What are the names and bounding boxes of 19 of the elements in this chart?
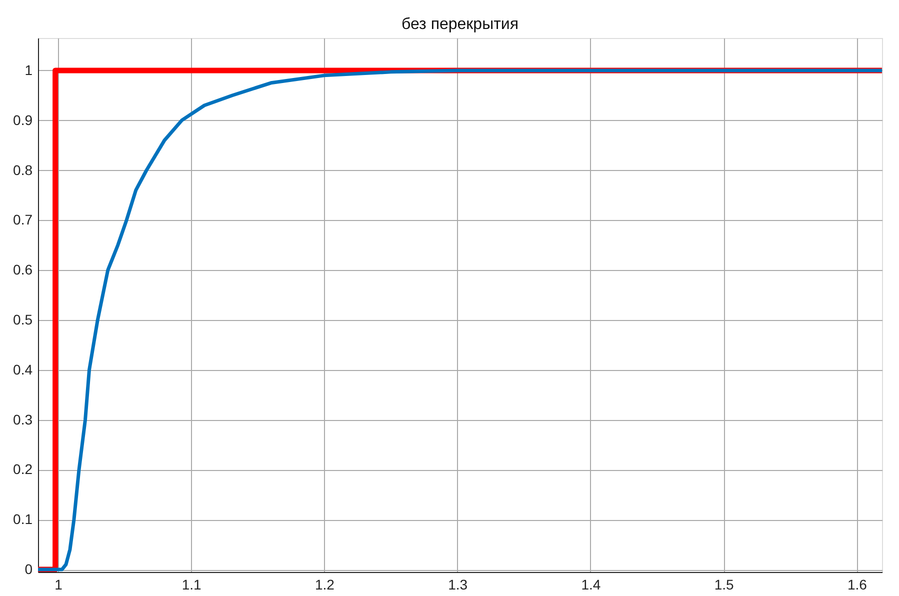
y-tick-label: 0.9: [13, 112, 33, 128]
y-tick-label: 0.3: [13, 411, 33, 428]
chart-title: без перекрытия: [402, 16, 518, 33]
x-tick-label: 1.4: [581, 576, 601, 592]
x-tick-label: 1.2: [314, 576, 335, 592]
x-tick-label: 1: [54, 576, 63, 592]
x-tick-label: 1.1: [182, 576, 202, 592]
x-tick-label: 1.6: [847, 576, 868, 592]
y-tick-label: 1: [24, 62, 33, 78]
x-tick-label: 1.3: [448, 576, 468, 592]
y-tick-label: 0.8: [13, 162, 33, 178]
y-tick-label: 0: [24, 561, 33, 578]
y-tick-label: 0.2: [13, 461, 33, 478]
y-tick-label: 0.7: [13, 212, 33, 228]
y-tick-label: 0.4: [13, 361, 33, 378]
x-tick-label: 1.5: [714, 576, 734, 592]
y-tick-label: 0.5: [13, 311, 33, 328]
y-tick-label: 0.6: [13, 262, 33, 278]
y-tick-label: 0.1: [13, 511, 33, 528]
